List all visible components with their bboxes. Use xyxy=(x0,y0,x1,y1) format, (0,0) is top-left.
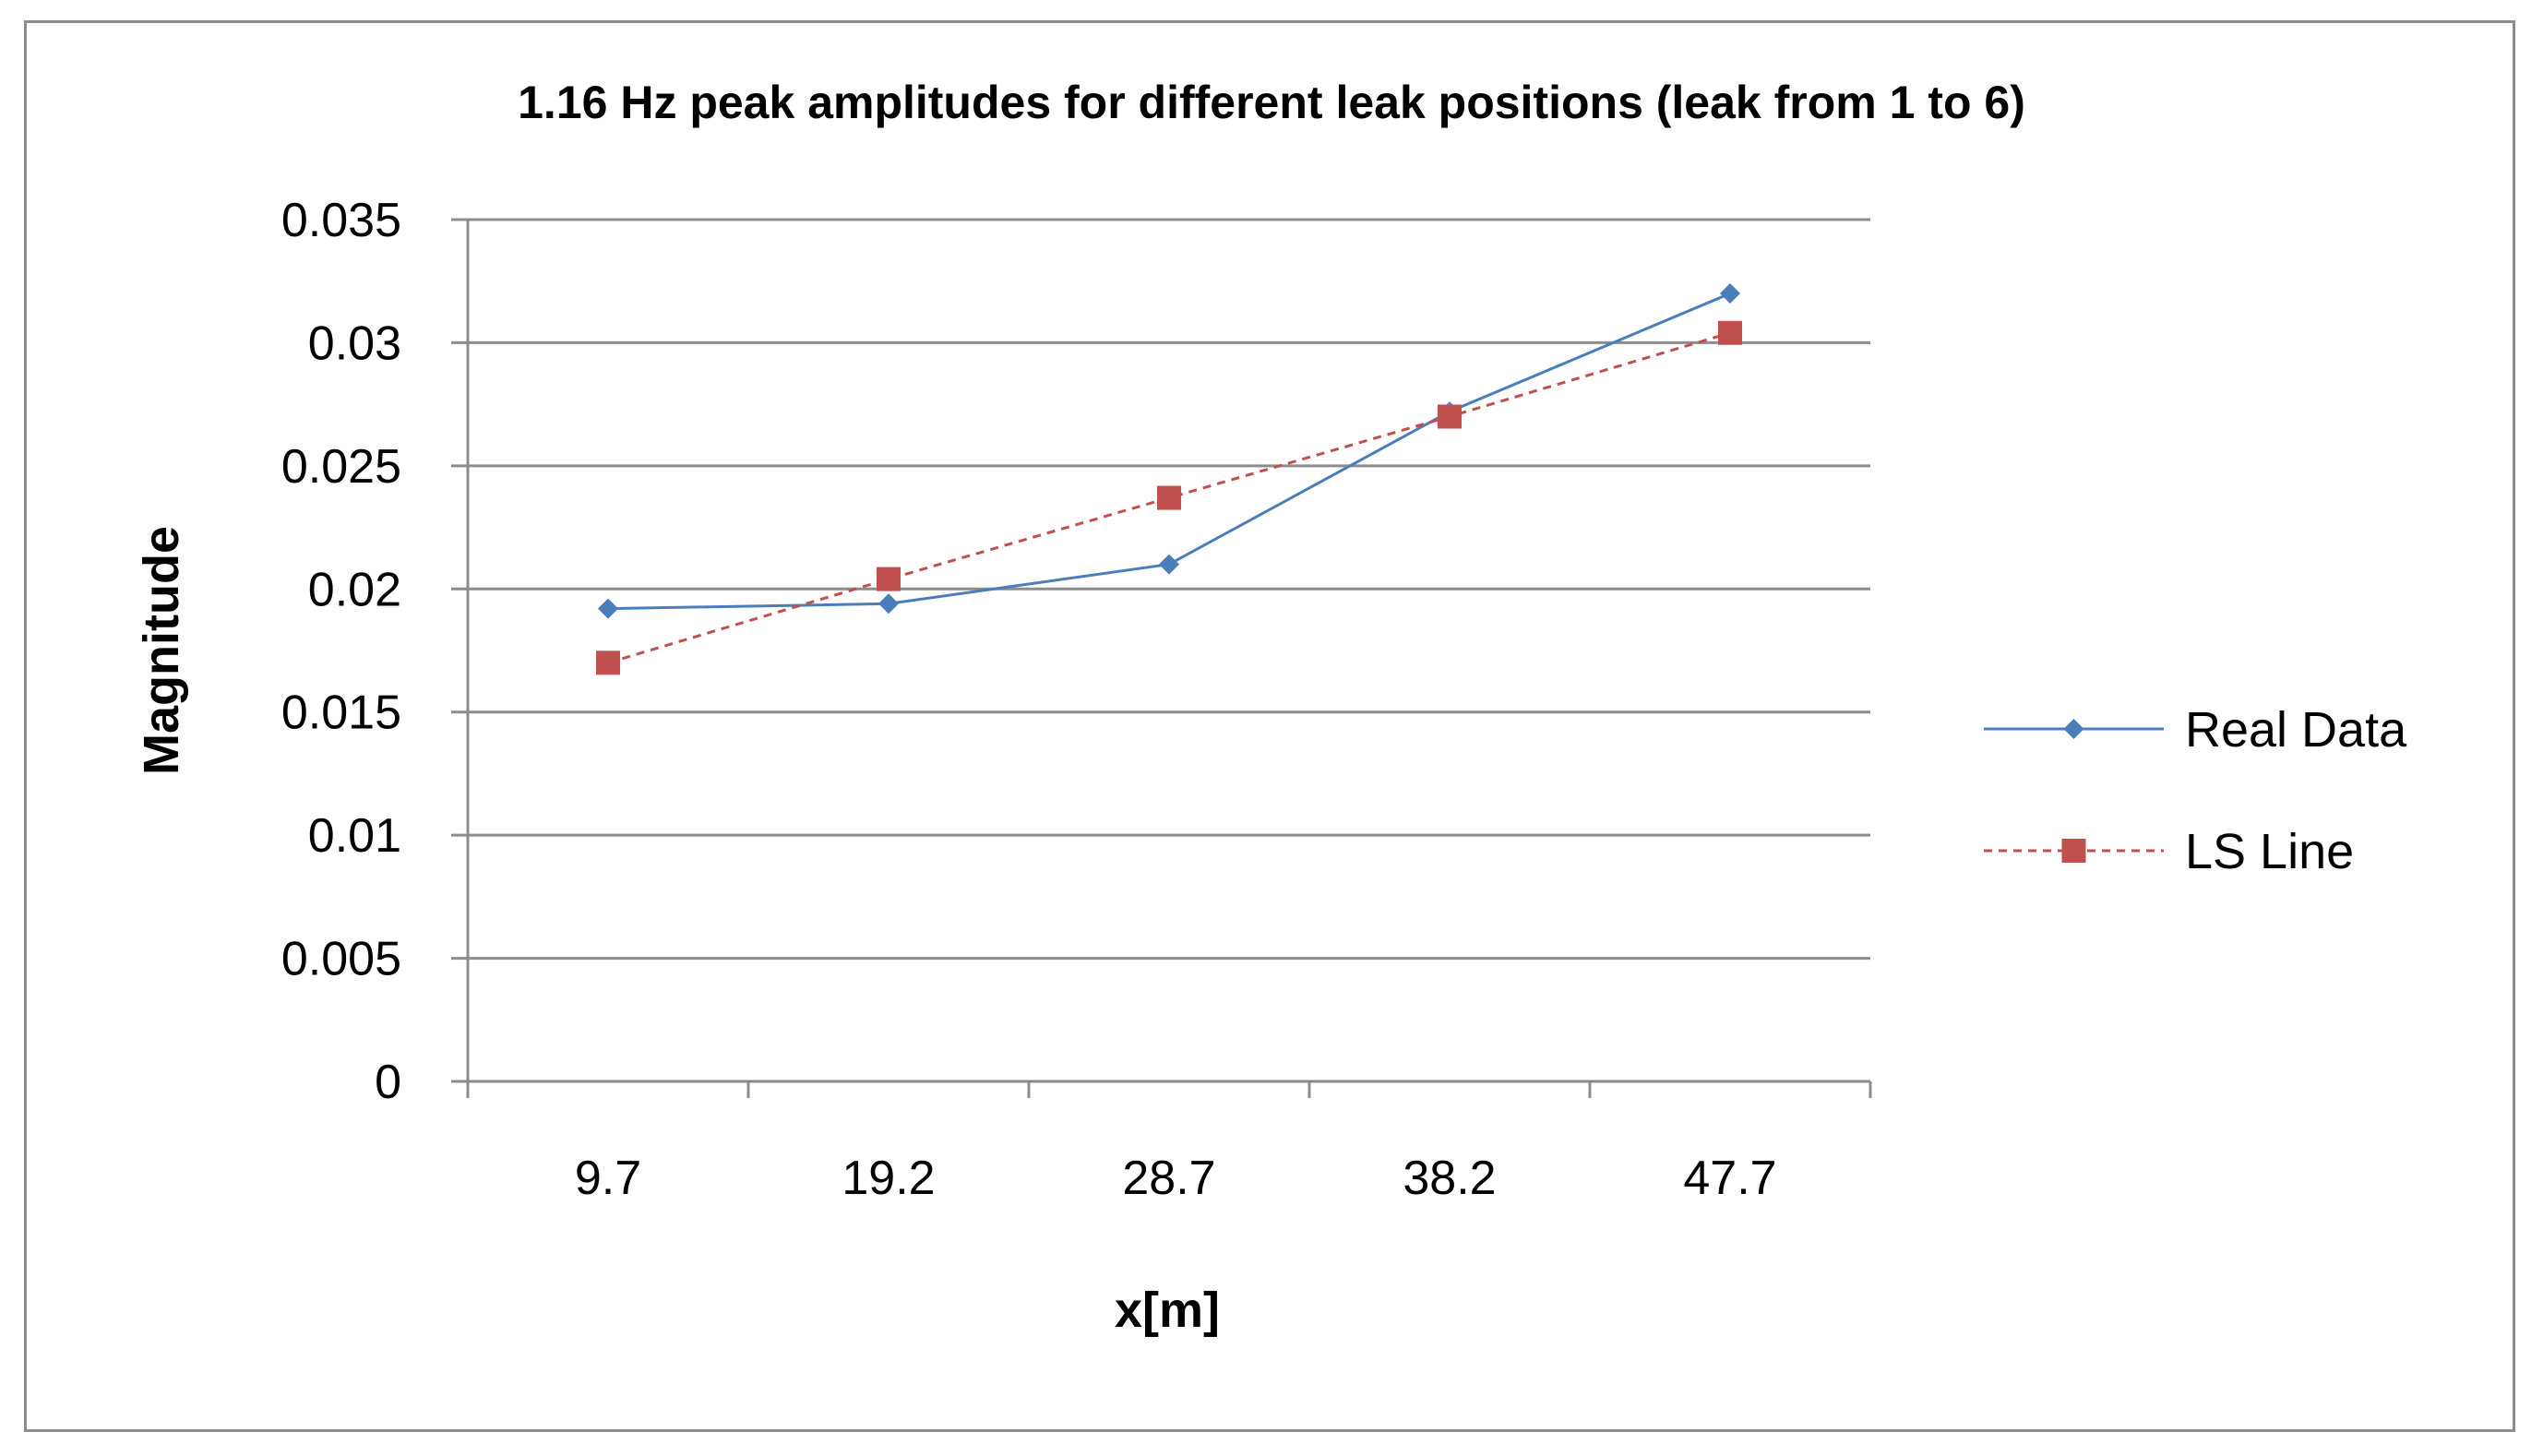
data-point xyxy=(1438,404,1462,429)
plot-series xyxy=(596,283,1742,675)
x-tick-label: 9.7 xyxy=(575,1152,641,1205)
data-point xyxy=(1718,320,1742,345)
data-point xyxy=(1157,485,1181,510)
x-axis-title: x[m] xyxy=(1115,1283,1220,1338)
gridlines xyxy=(468,218,1870,961)
y-tick-label: 0.03 xyxy=(308,316,401,370)
legend-label: LS Line xyxy=(2185,824,2354,879)
y-tick-label: 0 xyxy=(375,1056,401,1109)
legend-label: Real Data xyxy=(2185,702,2407,758)
data-point xyxy=(598,598,618,619)
y-axis-title: Magnitude xyxy=(134,526,189,775)
axes xyxy=(451,218,1872,1098)
legend: Real Data LS Line xyxy=(1984,702,2407,879)
chart-title: 1.16 Hz peak amplitudes for different le… xyxy=(518,77,2025,128)
x-tick-label: 38.2 xyxy=(1403,1152,1496,1205)
chart-frame xyxy=(24,20,2515,1432)
x-tick-labels: 9.7 19.2 28.7 38.2 47.7 xyxy=(575,1152,1777,1205)
legend-marker xyxy=(2061,839,2086,863)
y-tick-label: 0.005 xyxy=(281,933,401,986)
data-point xyxy=(1159,554,1179,575)
y-tick-label: 0.01 xyxy=(308,809,401,863)
data-point xyxy=(596,650,620,675)
x-tick-label: 28.7 xyxy=(1122,1152,1215,1205)
y-tick-label: 0.02 xyxy=(308,563,401,616)
series-line xyxy=(607,331,1731,664)
y-tick-label: 0.035 xyxy=(281,194,401,247)
x-tick-label: 47.7 xyxy=(1683,1152,1776,1205)
y-tick-label: 0.025 xyxy=(281,440,401,494)
data-point xyxy=(878,593,899,615)
data-point xyxy=(877,567,901,591)
data-point xyxy=(1720,283,1740,304)
x-tick-label: 19.2 xyxy=(842,1152,935,1205)
y-tick-labels: 0 0.005 0.01 0.015 0.02 0.025 0.03 0.035 xyxy=(281,194,401,1109)
y-tick-label: 0.015 xyxy=(281,686,401,740)
legend-marker xyxy=(2063,719,2084,739)
